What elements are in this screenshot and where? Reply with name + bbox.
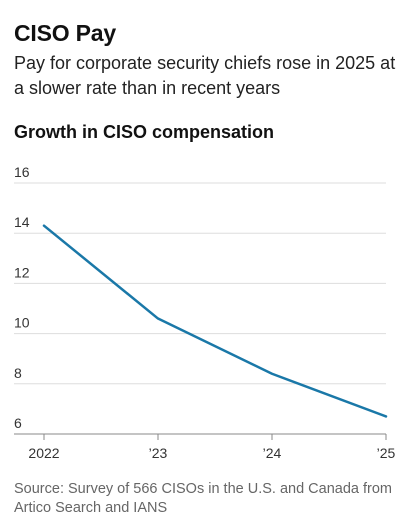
series-line: [42, 224, 388, 418]
x-tick-label: ’24: [263, 445, 282, 461]
chart-subtitle: Pay for corporate security chiefs rose i…: [14, 53, 396, 98]
x-tick-label: ’23: [149, 445, 168, 461]
chart-title: CISO Pay: [14, 20, 116, 46]
y-tick-label: 6: [14, 415, 22, 431]
gridlines: [14, 182, 386, 385]
y-axis-ticks: 6 8 10 12 14 16: [14, 164, 30, 431]
y-tick-label: 14: [14, 214, 30, 230]
y-tick-label: 8: [14, 365, 22, 381]
x-axis-ticks: 2022 ’23 ’24 ’25: [28, 434, 396, 461]
x-tick-label: ’25: [377, 445, 396, 461]
y-tick-label: 12: [14, 264, 30, 280]
y-tick-label: 10: [14, 315, 30, 331]
line-chart: 6 8 10 12 14 16 2022 ’23 ’24 ’25: [14, 164, 396, 461]
series: [42, 224, 388, 418]
y-tick-label: 16: [14, 164, 30, 180]
x-tick-label: 2022: [28, 445, 59, 461]
source-note: Source: Survey of 566 CISOs in the U.S. …: [14, 481, 392, 516]
chart-heading: Growth in CISO compensation: [14, 122, 275, 142]
